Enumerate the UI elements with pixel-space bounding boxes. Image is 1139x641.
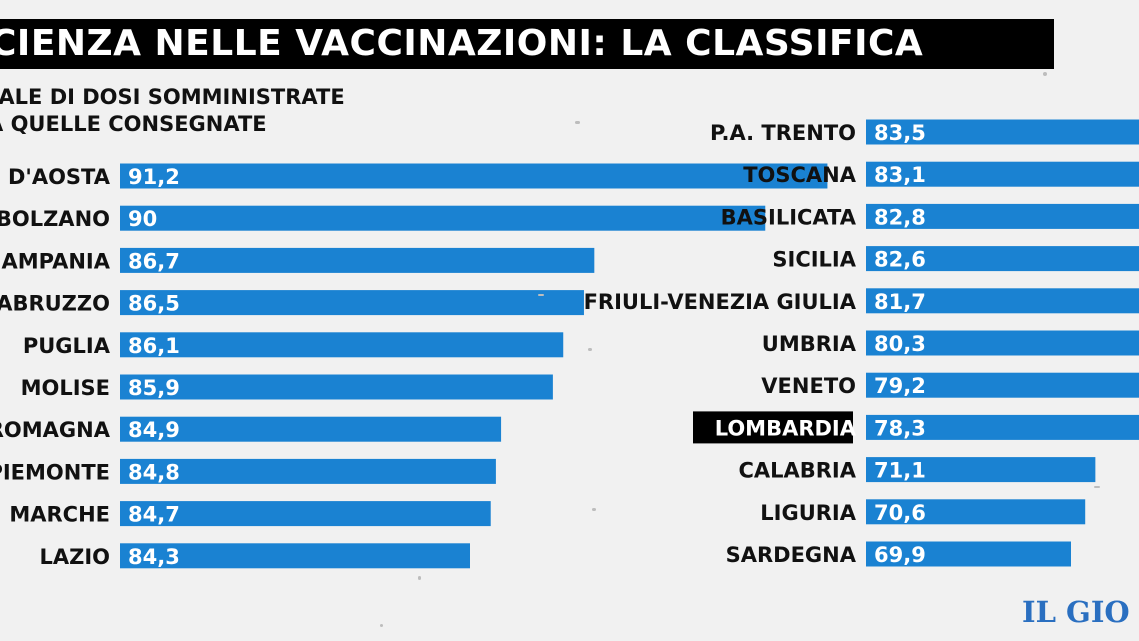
category-label: AMPANIA: [1, 249, 110, 273]
bar-value-label: 69,9: [874, 543, 926, 567]
bar: [866, 330, 1139, 356]
category-label: TOSCANA: [743, 163, 857, 187]
category-label: SICILIA: [772, 248, 856, 272]
bar: [866, 161, 1139, 187]
category-label: P.A. TRENTO: [710, 121, 856, 145]
texture-speck: [418, 576, 421, 580]
bar-value-label: 84,9: [128, 418, 180, 442]
texture-speck: [1043, 72, 1047, 76]
category-label: LIGURIA: [760, 501, 856, 525]
bar-value-label: 79,2: [874, 374, 926, 398]
bar: [120, 332, 564, 358]
category-label: BOLZANO: [0, 207, 110, 231]
bar-value-label: 83,5: [874, 121, 926, 145]
bar-value-label: 71,1: [874, 459, 926, 483]
bar: [866, 372, 1139, 398]
bar-value-label: 85,9: [128, 376, 180, 400]
category-label: SARDEGNA: [726, 543, 857, 567]
category-label: ROMAGNA: [0, 418, 111, 442]
category-label: ABRUZZO: [0, 292, 110, 316]
bar-value-label: 82,8: [874, 205, 926, 229]
highlight-label-background: [693, 411, 853, 444]
category-label: E D'AOSTA: [0, 165, 111, 189]
bar-value-label: 91,2: [128, 165, 180, 189]
category-label: PIEMONTE: [0, 460, 110, 484]
category-label: BASILICATA: [721, 205, 857, 229]
category-label-highlighted: LOMBARDIA: [715, 416, 857, 440]
category-label: VENETO: [761, 374, 856, 398]
texture-speck: [588, 348, 592, 351]
bar-value-label: 78,3: [874, 416, 926, 440]
bar: [120, 247, 595, 273]
subtitle-line-2: A QUELLE CONSEGNATE: [0, 112, 267, 136]
bar: [120, 163, 828, 189]
bar: [866, 288, 1139, 314]
bar-value-label: 86,1: [128, 334, 180, 358]
bar-value-label: 70,6: [874, 501, 926, 525]
bar: [866, 414, 1139, 440]
bar-value-label: 84,7: [128, 503, 180, 527]
bar: [866, 246, 1139, 272]
bar-value-label: 86,5: [128, 292, 180, 316]
category-label: UMBRIA: [762, 332, 857, 356]
bar: [866, 119, 1139, 145]
bar-value-label: 84,8: [128, 460, 180, 484]
bar: [120, 205, 766, 231]
subtitle: UALE DI DOSI SOMMINISTRATE A QUELLE CONS…: [0, 84, 390, 138]
texture-speck: [575, 121, 580, 124]
bar-value-label: 82,6: [874, 248, 926, 272]
title-bar: CIENZA NELLE VACCINAZIONI: LA CLASSIFICA: [0, 19, 1054, 69]
texture-speck: [592, 508, 596, 511]
bar-value-label: 80,3: [874, 332, 926, 356]
bar-value-label: 90: [128, 207, 157, 231]
bar-value-label: 81,7: [874, 290, 926, 314]
texture-speck: [538, 294, 544, 296]
bar: [120, 374, 553, 400]
bar-value-label: 83,1: [874, 163, 926, 187]
category-label: MARCHE: [9, 503, 110, 527]
category-label: LAZIO: [39, 545, 110, 569]
texture-speck: [380, 624, 383, 627]
category-label: CALABRIA: [738, 459, 856, 483]
bar: [866, 541, 1071, 567]
bar: [120, 290, 584, 316]
bar: [866, 203, 1139, 229]
chart-title: CIENZA NELLE VACCINAZIONI: LA CLASSIFICA: [0, 23, 924, 64]
bar: [120, 416, 502, 442]
newspaper-logo: IL GIO: [1022, 596, 1130, 628]
bar: [120, 501, 491, 527]
category-label: PUGLIA: [23, 334, 111, 358]
subtitle-line-1: UALE DI DOSI SOMMINISTRATE: [0, 85, 345, 109]
category-label: MOLISE: [21, 376, 110, 400]
bar: [866, 499, 1086, 525]
category-label: FRIULI-VENEZIA GIULIA: [584, 290, 857, 314]
texture-speck: [1094, 486, 1100, 488]
bar-value-label: 84,3: [128, 545, 180, 569]
bar: [866, 457, 1096, 483]
bar: [120, 458, 496, 484]
bar: [120, 543, 470, 569]
bar-value-label: 86,7: [128, 249, 180, 273]
